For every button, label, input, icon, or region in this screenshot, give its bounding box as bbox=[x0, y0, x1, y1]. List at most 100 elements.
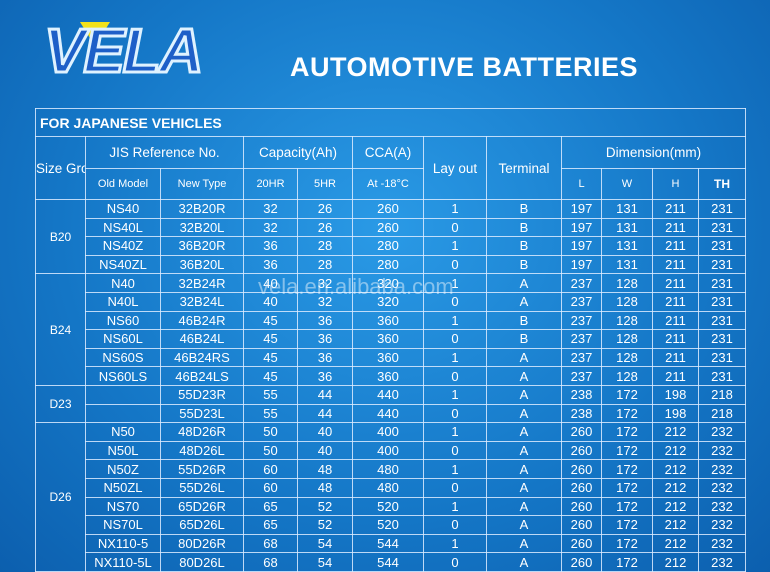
data-cell: 0 bbox=[423, 515, 487, 535]
subheader-cell: TH bbox=[697, 168, 747, 200]
data-cell: 237 bbox=[561, 347, 602, 368]
data-cell: 480 bbox=[352, 459, 424, 479]
data-cell: 1 bbox=[423, 459, 487, 479]
data-cell: 45 bbox=[243, 329, 298, 349]
data-cell: 232 bbox=[697, 515, 747, 535]
data-cell: 211 bbox=[652, 254, 699, 275]
data-cell: 360 bbox=[352, 310, 424, 331]
page-title: AUTOMOTIVE BATTERIES bbox=[290, 52, 639, 82]
data-cell: 440 bbox=[352, 403, 424, 424]
data-cell: 231 bbox=[697, 347, 747, 368]
data-cell: 231 bbox=[697, 310, 747, 331]
data-cell: 32B24L bbox=[160, 291, 244, 312]
logo-text: VELA bbox=[44, 17, 201, 84]
data-cell: 1 bbox=[423, 347, 487, 368]
data-cell: NX110-5L bbox=[85, 552, 161, 572]
data-cell: A bbox=[486, 459, 562, 479]
data-cell: 260 bbox=[561, 422, 602, 442]
data-cell: A bbox=[486, 422, 562, 442]
table-row: D26 N50 48D26R 50 40 400 1 A 260 172 212 232 bbox=[35, 422, 747, 572]
data-cell: NS40L bbox=[85, 217, 161, 238]
data-cell: 172 bbox=[601, 515, 653, 535]
data-cell: 0 bbox=[423, 366, 487, 386]
data-cell: 231 bbox=[697, 236, 747, 256]
data-cell: 260 bbox=[561, 496, 602, 517]
data-cell: 260 bbox=[561, 515, 602, 535]
data-cell: 26 bbox=[297, 217, 353, 238]
data-cell: 212 bbox=[652, 440, 699, 461]
header-cell: Lay out bbox=[423, 136, 487, 200]
data-cell: 0 bbox=[423, 477, 487, 498]
data-cell: 45 bbox=[243, 347, 298, 368]
data-cell: 36B20L bbox=[160, 254, 244, 275]
data-cell: 55 bbox=[243, 403, 298, 424]
data-cell: 48D26R bbox=[160, 422, 244, 442]
data-cell: 211 bbox=[652, 217, 699, 238]
data-cell: 172 bbox=[601, 384, 653, 405]
data-cell: 231 bbox=[697, 199, 747, 219]
data-cell: 32 bbox=[243, 217, 298, 238]
data-cell: N50ZL bbox=[85, 477, 161, 498]
table-row: NS70 65D26R 65 52 520 1 A 260 172 212 232 bbox=[36, 496, 747, 517]
data-cell: N50 bbox=[85, 422, 161, 442]
data-cell: 238 bbox=[561, 384, 602, 405]
data-cell: 68 bbox=[243, 552, 298, 572]
data-cell: 0 bbox=[423, 440, 487, 461]
data-cell: 260 bbox=[561, 533, 602, 554]
subheader-cell: Old Model bbox=[85, 168, 161, 200]
table-row: N50L 48D26L 50 40 400 0 A 260 172 212 232 bbox=[36, 440, 747, 461]
data-cell: 237 bbox=[561, 310, 602, 331]
data-cell: 172 bbox=[601, 403, 653, 424]
data-cell: 46B24L bbox=[160, 329, 244, 349]
data-cell: 520 bbox=[352, 515, 424, 535]
data-cell: NS60LS bbox=[85, 366, 161, 386]
table-row: N50Z 55D26R 60 48 480 1 A 260 172 212 232 bbox=[36, 459, 747, 479]
data-cell: 128 bbox=[601, 273, 653, 293]
table-row: NS60L 46B24L 45 36 360 0 B 237 128 211 231 bbox=[36, 329, 747, 349]
data-cell: 480 bbox=[352, 477, 424, 498]
data-cell: 212 bbox=[652, 496, 699, 517]
data-cell: NS70L bbox=[85, 515, 161, 535]
data-cell: 32B20R bbox=[160, 199, 244, 219]
data-cell: A bbox=[486, 533, 562, 554]
data-cell: 128 bbox=[601, 366, 653, 386]
data-cell: B bbox=[486, 199, 562, 219]
data-cell: A bbox=[486, 347, 562, 368]
data-cell: 65 bbox=[243, 496, 298, 517]
data-cell: 36B20R bbox=[160, 236, 244, 256]
data-cell: 212 bbox=[652, 422, 699, 442]
data-cell: 1 bbox=[423, 236, 487, 256]
data-cell: 260 bbox=[561, 552, 602, 572]
data-cell: 36 bbox=[297, 366, 353, 386]
header-cell: Size Group bbox=[35, 136, 86, 200]
data-cell: 46B24RS bbox=[160, 347, 244, 368]
table-row: B24 N40 32B24R 40 32 320 1 A 237 128 211 231 bbox=[35, 273, 747, 386]
data-cell: 520 bbox=[352, 496, 424, 517]
data-cell: 55D23L bbox=[160, 403, 244, 424]
data-cell bbox=[85, 403, 161, 424]
table-row: N50ZL 55D26L 60 48 480 0 A 260 172 212 232 bbox=[36, 477, 747, 498]
data-cell: 197 bbox=[561, 217, 602, 238]
data-cell: 232 bbox=[697, 459, 747, 479]
data-cell: 211 bbox=[652, 347, 699, 368]
watermark: vela.en.alibaba.com bbox=[258, 274, 454, 299]
data-cell: 231 bbox=[697, 273, 747, 293]
data-cell: 211 bbox=[652, 236, 699, 256]
data-cell: 231 bbox=[697, 217, 747, 238]
data-cell bbox=[85, 384, 161, 405]
data-cell: 440 bbox=[352, 384, 424, 405]
data-cell: NS60 bbox=[85, 310, 161, 331]
data-cell: 260 bbox=[561, 477, 602, 498]
data-cell: A bbox=[486, 384, 562, 405]
data-cell: 46B24R bbox=[160, 310, 244, 331]
group-cell: B24 bbox=[35, 273, 86, 386]
data-cell: 198 bbox=[652, 403, 699, 424]
subheader-cell: L bbox=[561, 168, 602, 200]
data-cell: 231 bbox=[697, 329, 747, 349]
header-cell: Capacity(Ah) bbox=[243, 136, 353, 169]
group-cell: D23 bbox=[35, 384, 86, 424]
data-cell: 0 bbox=[423, 217, 487, 238]
data-cell: 232 bbox=[697, 422, 747, 442]
data-cell: 32 bbox=[243, 199, 298, 219]
data-cell: B bbox=[486, 310, 562, 331]
